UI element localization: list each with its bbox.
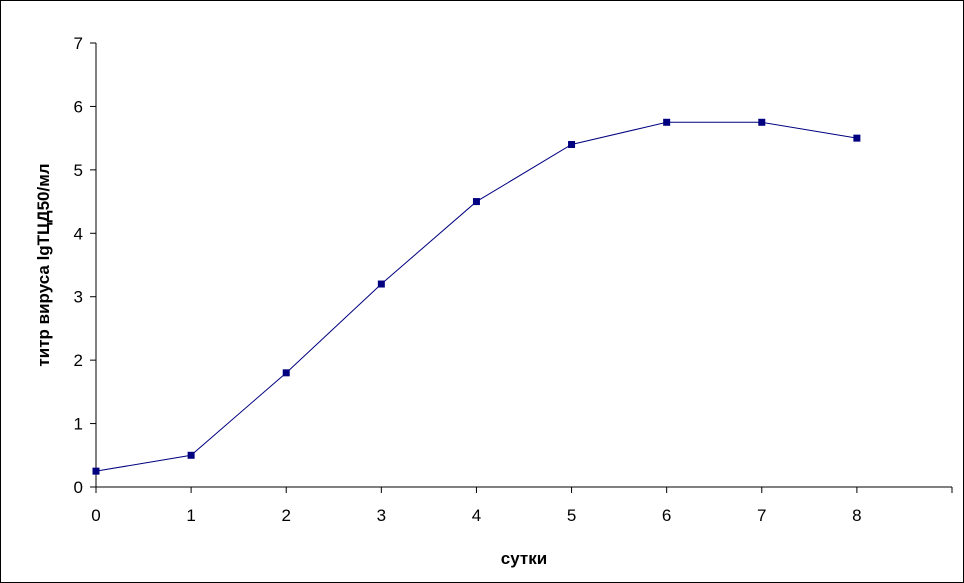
data-point (853, 134, 861, 142)
y-tick-label: 0 (74, 478, 83, 497)
series-layer (92, 118, 861, 475)
x-tick-label: 7 (757, 506, 766, 525)
y-tick-label: 6 (74, 97, 83, 116)
data-point (568, 140, 576, 148)
data-point (282, 369, 290, 377)
series-line (95, 121, 857, 472)
y-tick-label: 2 (74, 351, 83, 370)
y-tick-label: 7 (74, 34, 83, 53)
x-tick-label: 6 (662, 506, 671, 525)
data-point (663, 118, 671, 126)
x-tick-label: 8 (852, 506, 861, 525)
y-tick-label: 5 (74, 161, 83, 180)
y-axis-title: титр вируса lgТЦД50/мл (34, 163, 53, 366)
data-point (92, 467, 100, 475)
data-point (758, 118, 766, 126)
x-tick-label: 3 (377, 506, 386, 525)
x-tick-label: 4 (472, 506, 481, 525)
axis-ticks: 0 1 2 3 4 5 6 7 0 1 2 3 4 5 6 7 8 (74, 34, 953, 525)
y-tick-label: 4 (74, 224, 83, 243)
axes (95, 43, 952, 488)
data-point (187, 451, 195, 459)
data-point (377, 280, 385, 288)
x-tick-label: 5 (567, 506, 576, 525)
y-tick-label: 3 (74, 288, 83, 307)
x-tick-label: 1 (186, 506, 195, 525)
x-tick-label: 2 (281, 506, 290, 525)
y-tick-label: 1 (74, 415, 83, 434)
data-point (472, 198, 480, 206)
x-tick-label: 0 (91, 506, 100, 525)
x-axis-title: сутки (501, 549, 547, 568)
